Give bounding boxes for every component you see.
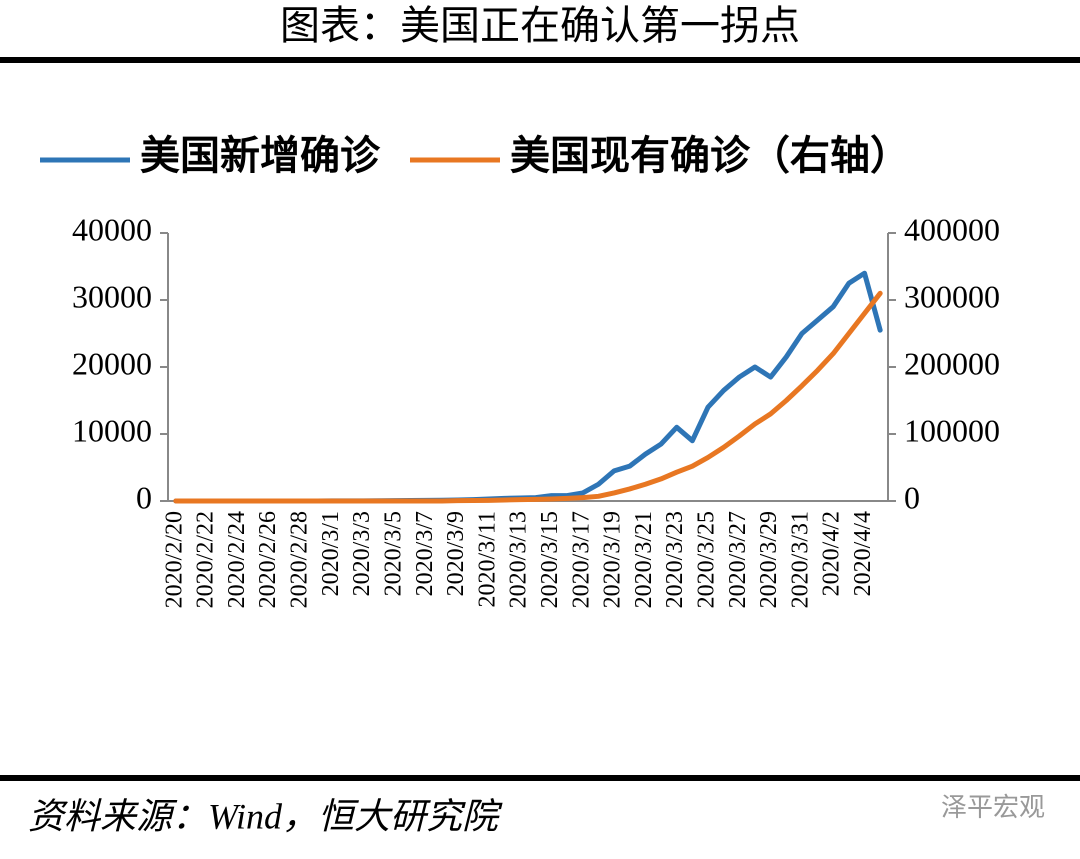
y-tick-label: 10000 <box>72 412 152 448</box>
x-tick-label: 2020/2/22 <box>193 511 219 608</box>
x-tick-label: 2020/3/5 <box>380 511 406 596</box>
bottom-rule <box>0 775 1080 781</box>
x-tick-label: 2020/3/17 <box>568 511 594 608</box>
x-tick-label: 2020/3/9 <box>443 511 469 596</box>
x-tick-label: 2020/3/3 <box>349 511 375 596</box>
x-tick-label: 2020/4/2 <box>819 511 845 596</box>
series-line <box>173 270 883 504</box>
y2-tick-label: 300000 <box>904 278 1000 314</box>
legend-label: 美国新增确诊 <box>140 133 381 178</box>
y-tick-label: 0 <box>136 479 152 515</box>
x-tick-label: 2020/4/4 <box>850 511 876 596</box>
series-line <box>173 290 883 504</box>
y2-tick-label: 200000 <box>904 345 1000 381</box>
x-tick-label: 2020/3/23 <box>662 511 688 608</box>
watermark: 泽平宏观 <box>941 793 1045 822</box>
x-tick-label: 2020/3/31 <box>787 511 813 608</box>
y-tick-label: 30000 <box>72 278 152 314</box>
x-tick-label: 2020/3/19 <box>600 511 626 608</box>
x-tick-label: 2020/3/1 <box>318 511 344 596</box>
y-tick-label: 20000 <box>72 345 152 381</box>
source: 资料来源：Wind，恒大研究院 <box>28 796 503 836</box>
chart-title: 图表：美国正在确认第一拐点 <box>280 3 800 48</box>
y2-tick-label: 400000 <box>904 211 1000 247</box>
x-tick-label: 2020/2/28 <box>287 511 313 608</box>
y2-tick-label: 100000 <box>904 412 1000 448</box>
x-tick-label: 2020/3/13 <box>506 511 532 608</box>
y2-tick-label: 0 <box>904 479 920 515</box>
x-tick-label: 2020/3/25 <box>694 511 720 608</box>
x-tick-label: 2020/3/15 <box>537 511 563 608</box>
x-tick-label: 2020/2/20 <box>161 511 187 608</box>
x-tick-label: 2020/2/26 <box>255 511 281 608</box>
legend-label: 美国现有确诊（右轴） <box>510 133 910 178</box>
x-tick-label: 2020/3/11 <box>474 511 500 607</box>
x-tick-label: 2020/3/21 <box>631 511 657 608</box>
y-tick-label: 40000 <box>72 211 152 247</box>
x-tick-label: 2020/3/29 <box>756 511 782 608</box>
x-tick-label: 2020/3/7 <box>412 511 438 596</box>
x-tick-label: 2020/3/27 <box>725 511 751 608</box>
top-rule <box>0 57 1080 63</box>
x-tick-label: 2020/2/24 <box>224 511 250 608</box>
